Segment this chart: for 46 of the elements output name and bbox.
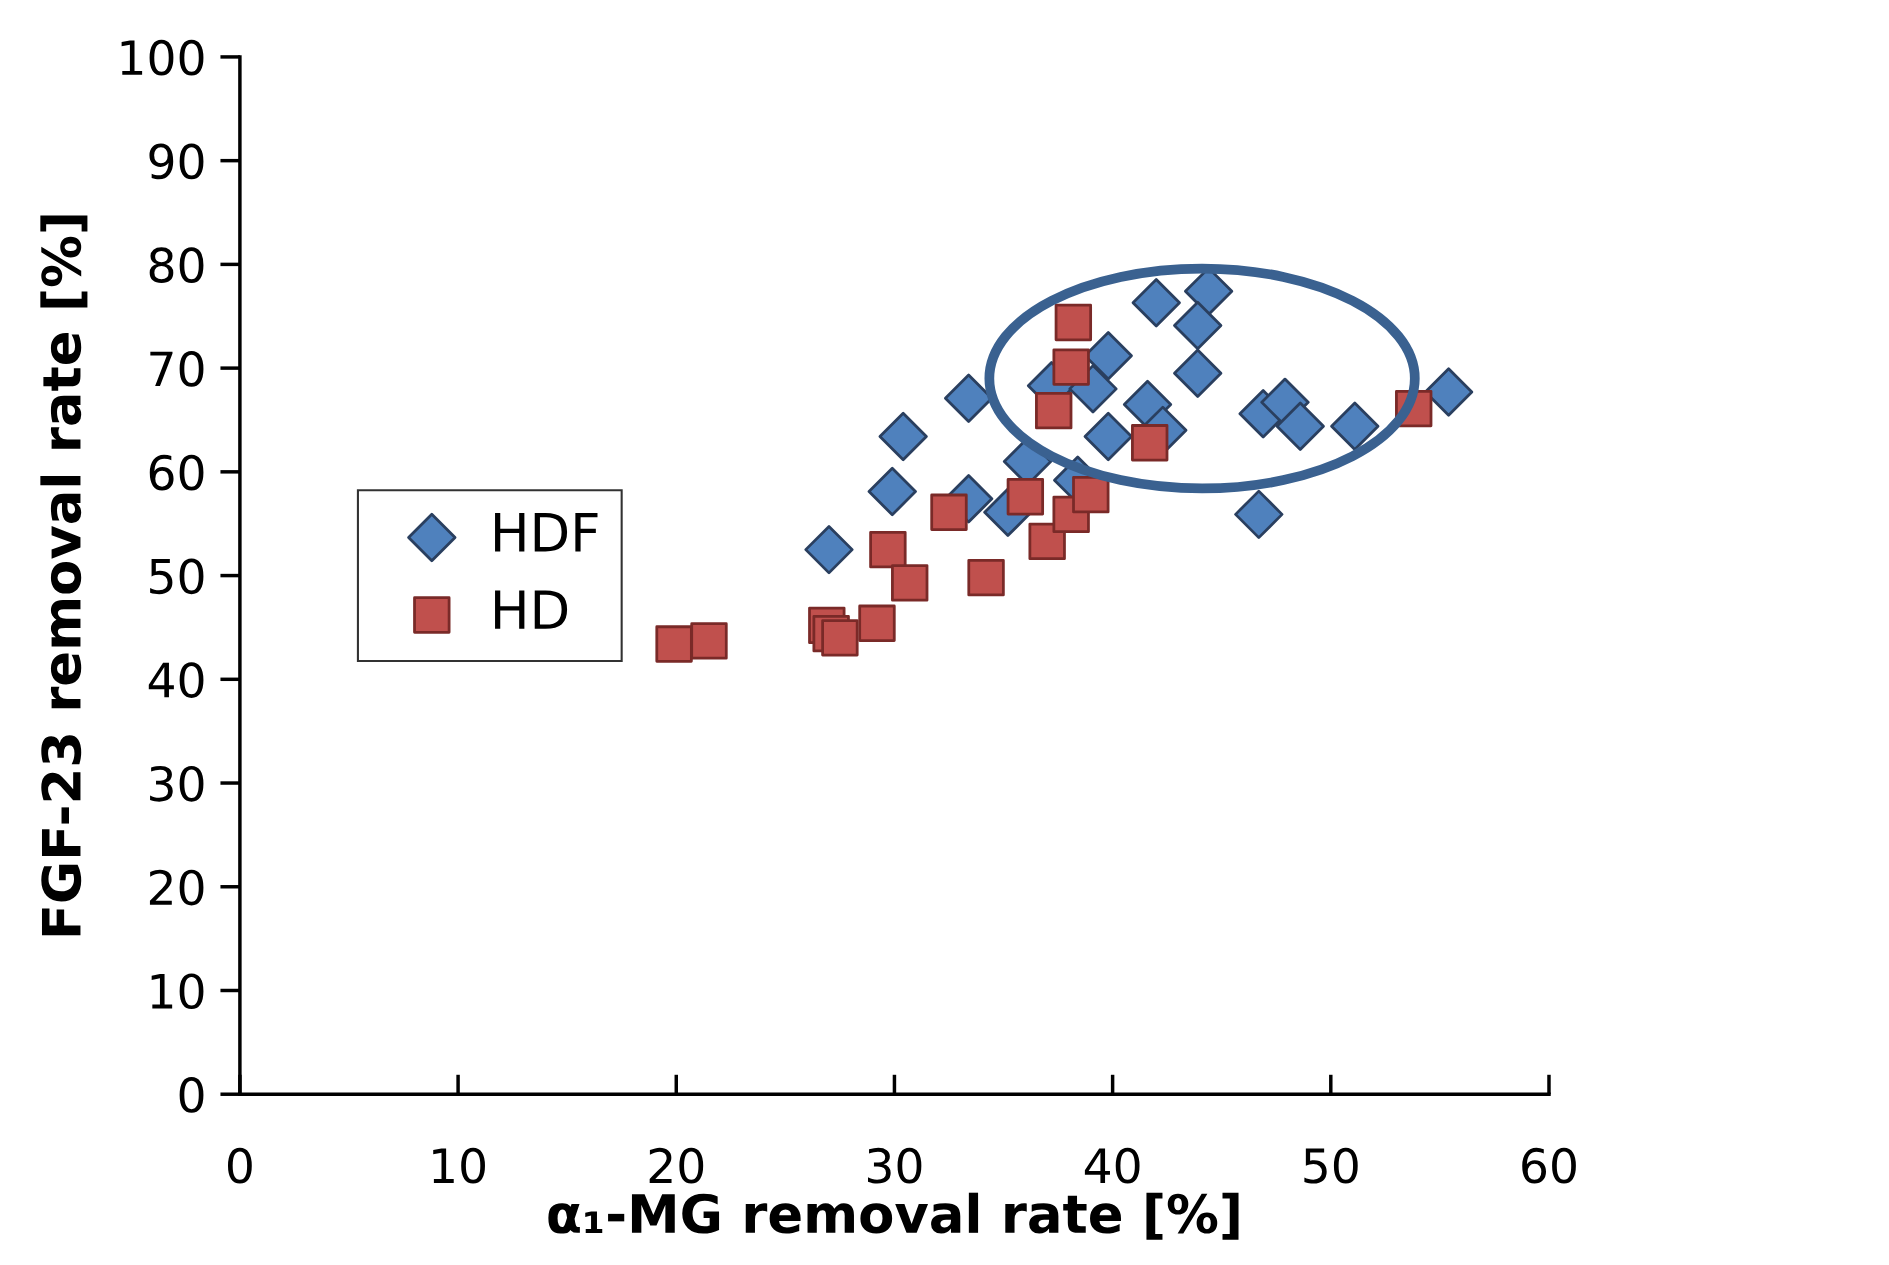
point xyxy=(1330,401,1380,451)
point xyxy=(690,622,728,660)
y-tick-label: 70 xyxy=(150,351,204,387)
legend-label: HDF xyxy=(495,512,598,552)
point xyxy=(869,530,907,569)
x-tick-label: 60 xyxy=(1522,1147,1576,1184)
point xyxy=(1083,411,1133,462)
x-tick-label: 20 xyxy=(649,1147,704,1184)
point xyxy=(867,466,917,517)
y-tick-label: 20 xyxy=(149,869,204,906)
y-tick-label: 30 xyxy=(150,765,204,802)
x-axis-title: α₁-MG removal rate [%] xyxy=(548,1192,1239,1240)
point xyxy=(1275,401,1325,451)
point xyxy=(1072,475,1110,514)
point xyxy=(930,493,968,531)
y-tick-label: 90 xyxy=(149,143,204,180)
point xyxy=(821,619,859,657)
point xyxy=(1052,348,1090,386)
x-tick-label: 0 xyxy=(227,1147,252,1184)
x-tick-label: 40 xyxy=(1084,1147,1140,1184)
point xyxy=(1173,348,1223,398)
point xyxy=(1131,278,1181,328)
point xyxy=(878,411,928,462)
y-tick-label: 10 xyxy=(151,973,204,1010)
point xyxy=(655,625,693,663)
point xyxy=(891,564,929,602)
y-tick-label: 60 xyxy=(149,454,204,491)
y-tick-label: 0 xyxy=(179,1077,204,1113)
legend-label: HD xyxy=(495,590,568,629)
x-tick-label: 50 xyxy=(1304,1147,1358,1184)
point xyxy=(1035,391,1073,430)
point xyxy=(1028,522,1066,561)
point xyxy=(858,604,896,642)
point xyxy=(1423,367,1474,417)
point xyxy=(1173,300,1223,351)
point xyxy=(1234,489,1284,539)
point xyxy=(804,525,854,575)
y-tick-label: 50 xyxy=(150,558,204,595)
x-tick-label: 10 xyxy=(433,1147,485,1184)
y-tick-label: 80 xyxy=(149,247,204,283)
x-tick-label: 30 xyxy=(868,1147,922,1184)
y-tick-label: 100 xyxy=(121,39,204,76)
point xyxy=(967,558,1005,597)
point xyxy=(1054,303,1093,342)
y-tick-label: 40 xyxy=(148,662,204,698)
y-axis-title: FGF-23 removal rate [%] xyxy=(40,215,88,936)
